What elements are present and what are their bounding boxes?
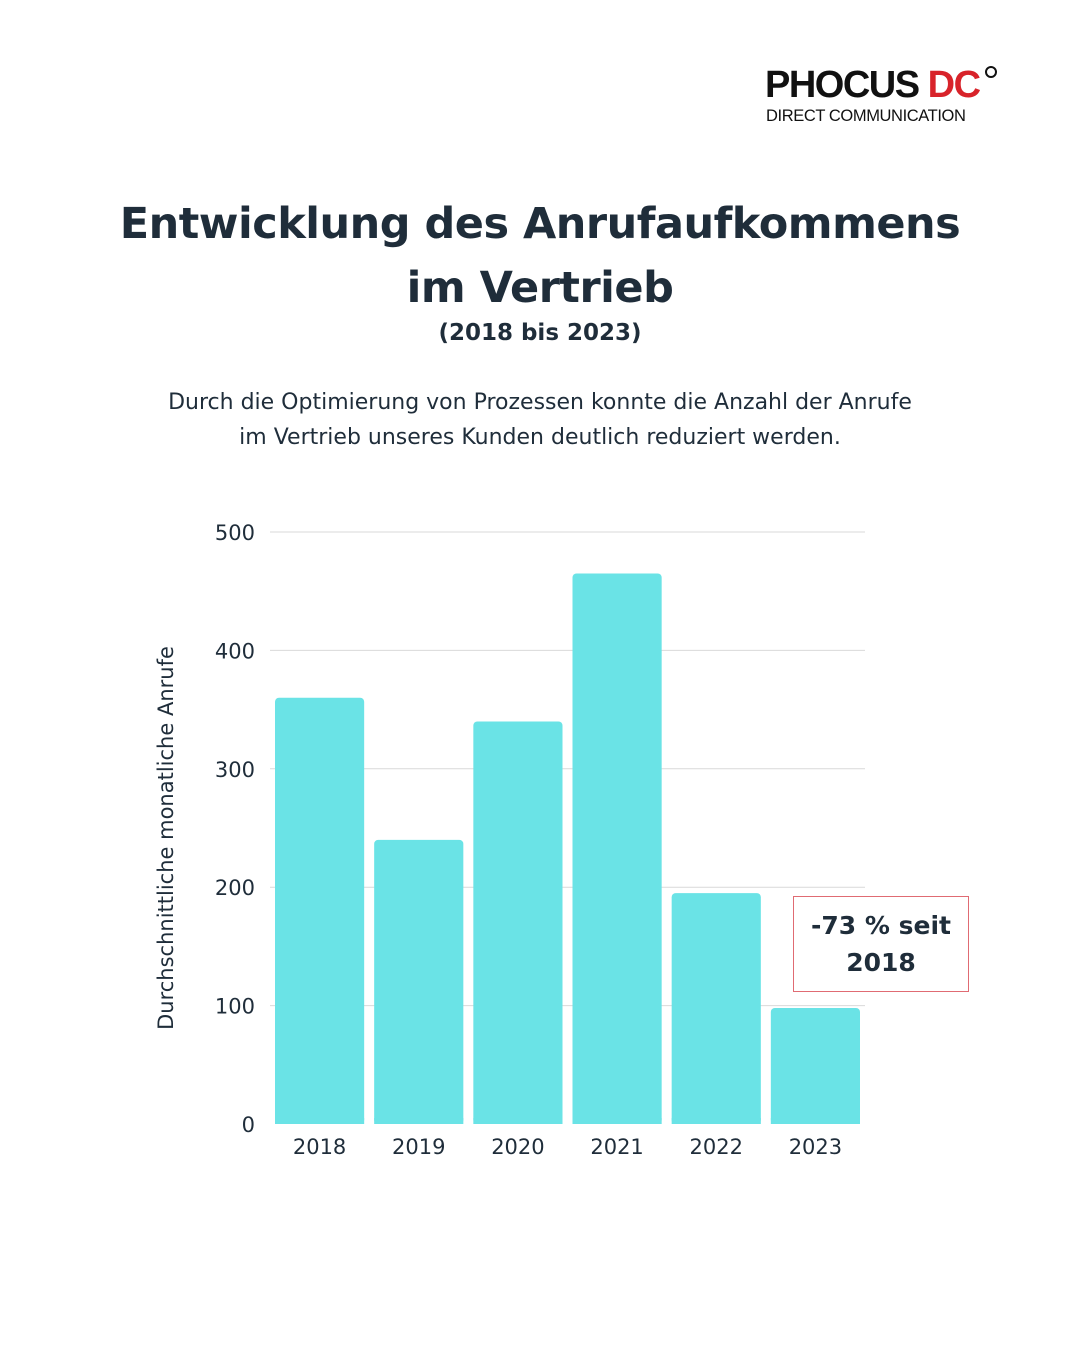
bars: [275, 573, 860, 1124]
y-tick-label: 500: [215, 521, 255, 545]
bar-2019: [374, 839, 464, 1124]
y-tick-label: 0: [242, 1113, 255, 1137]
callout-box: -73 % seit 2018: [793, 896, 969, 992]
callout-line-1: -73 % seit: [811, 911, 951, 940]
page-title: Entwicklung des Anrufaufkommens im Vertr…: [0, 192, 1080, 320]
bar-2022: [671, 893, 761, 1124]
y-axis-ticks: 0 100 200 300 400 500: [215, 521, 255, 1137]
bar-2020: [473, 721, 563, 1124]
x-tick-label: 2023: [789, 1135, 842, 1159]
bar-2021: [572, 573, 662, 1124]
logo-tagline: DIRECT COMMUNICATION: [766, 107, 966, 125]
bar-2018: [275, 697, 365, 1124]
callout-line-2: 2018: [846, 948, 916, 977]
bar-base-2018: [275, 1118, 365, 1124]
bar-base-2021: [572, 1118, 662, 1124]
x-tick-label: 2021: [590, 1135, 643, 1159]
logo-dot-icon: [985, 66, 997, 78]
x-tick-label: 2018: [293, 1135, 346, 1159]
y-tick-label: 100: [215, 995, 255, 1019]
x-axis-ticks: 2018 2019 2020 2021 2022 2023: [293, 1135, 842, 1159]
description-line-1: Durch die Optimierung von Prozessen konn…: [168, 390, 912, 415]
bar-base-2019: [374, 1118, 464, 1124]
page-title-line-2: im Vertrieb: [406, 263, 674, 313]
x-tick-label: 2019: [392, 1135, 445, 1159]
logo-brand-accent: DC: [927, 64, 981, 106]
logo-brand: PHOCUS: [765, 64, 920, 106]
bar-base-2023: [770, 1118, 860, 1124]
x-tick-label: 2020: [491, 1135, 544, 1159]
y-tick-label: 200: [215, 876, 255, 900]
y-axis-label: Durchschnittliche monatliche Anrufe: [154, 646, 178, 1030]
x-tick-label: 2022: [690, 1135, 743, 1159]
y-tick-label: 300: [215, 758, 255, 782]
bar-base-2020: [473, 1118, 563, 1124]
description-line-2: im Vertrieb unseres Kunden deutlich redu…: [239, 425, 841, 450]
description: Durch die Optimierung von Prozessen konn…: [90, 385, 990, 455]
y-tick-label: 400: [215, 639, 255, 663]
logo-wordmark: PHOCUS DC: [765, 64, 981, 107]
page-title-line-1: Entwicklung des Anrufaufkommens: [119, 199, 961, 249]
grid-lines: [270, 531, 865, 1007]
bar-2023: [770, 1007, 860, 1124]
company-logo: PHOCUS DC DIRECT COMMUNICATION: [765, 64, 1005, 134]
page-subtitle: (2018 bis 2023): [438, 320, 642, 346]
bar-base-2022: [671, 1118, 761, 1124]
